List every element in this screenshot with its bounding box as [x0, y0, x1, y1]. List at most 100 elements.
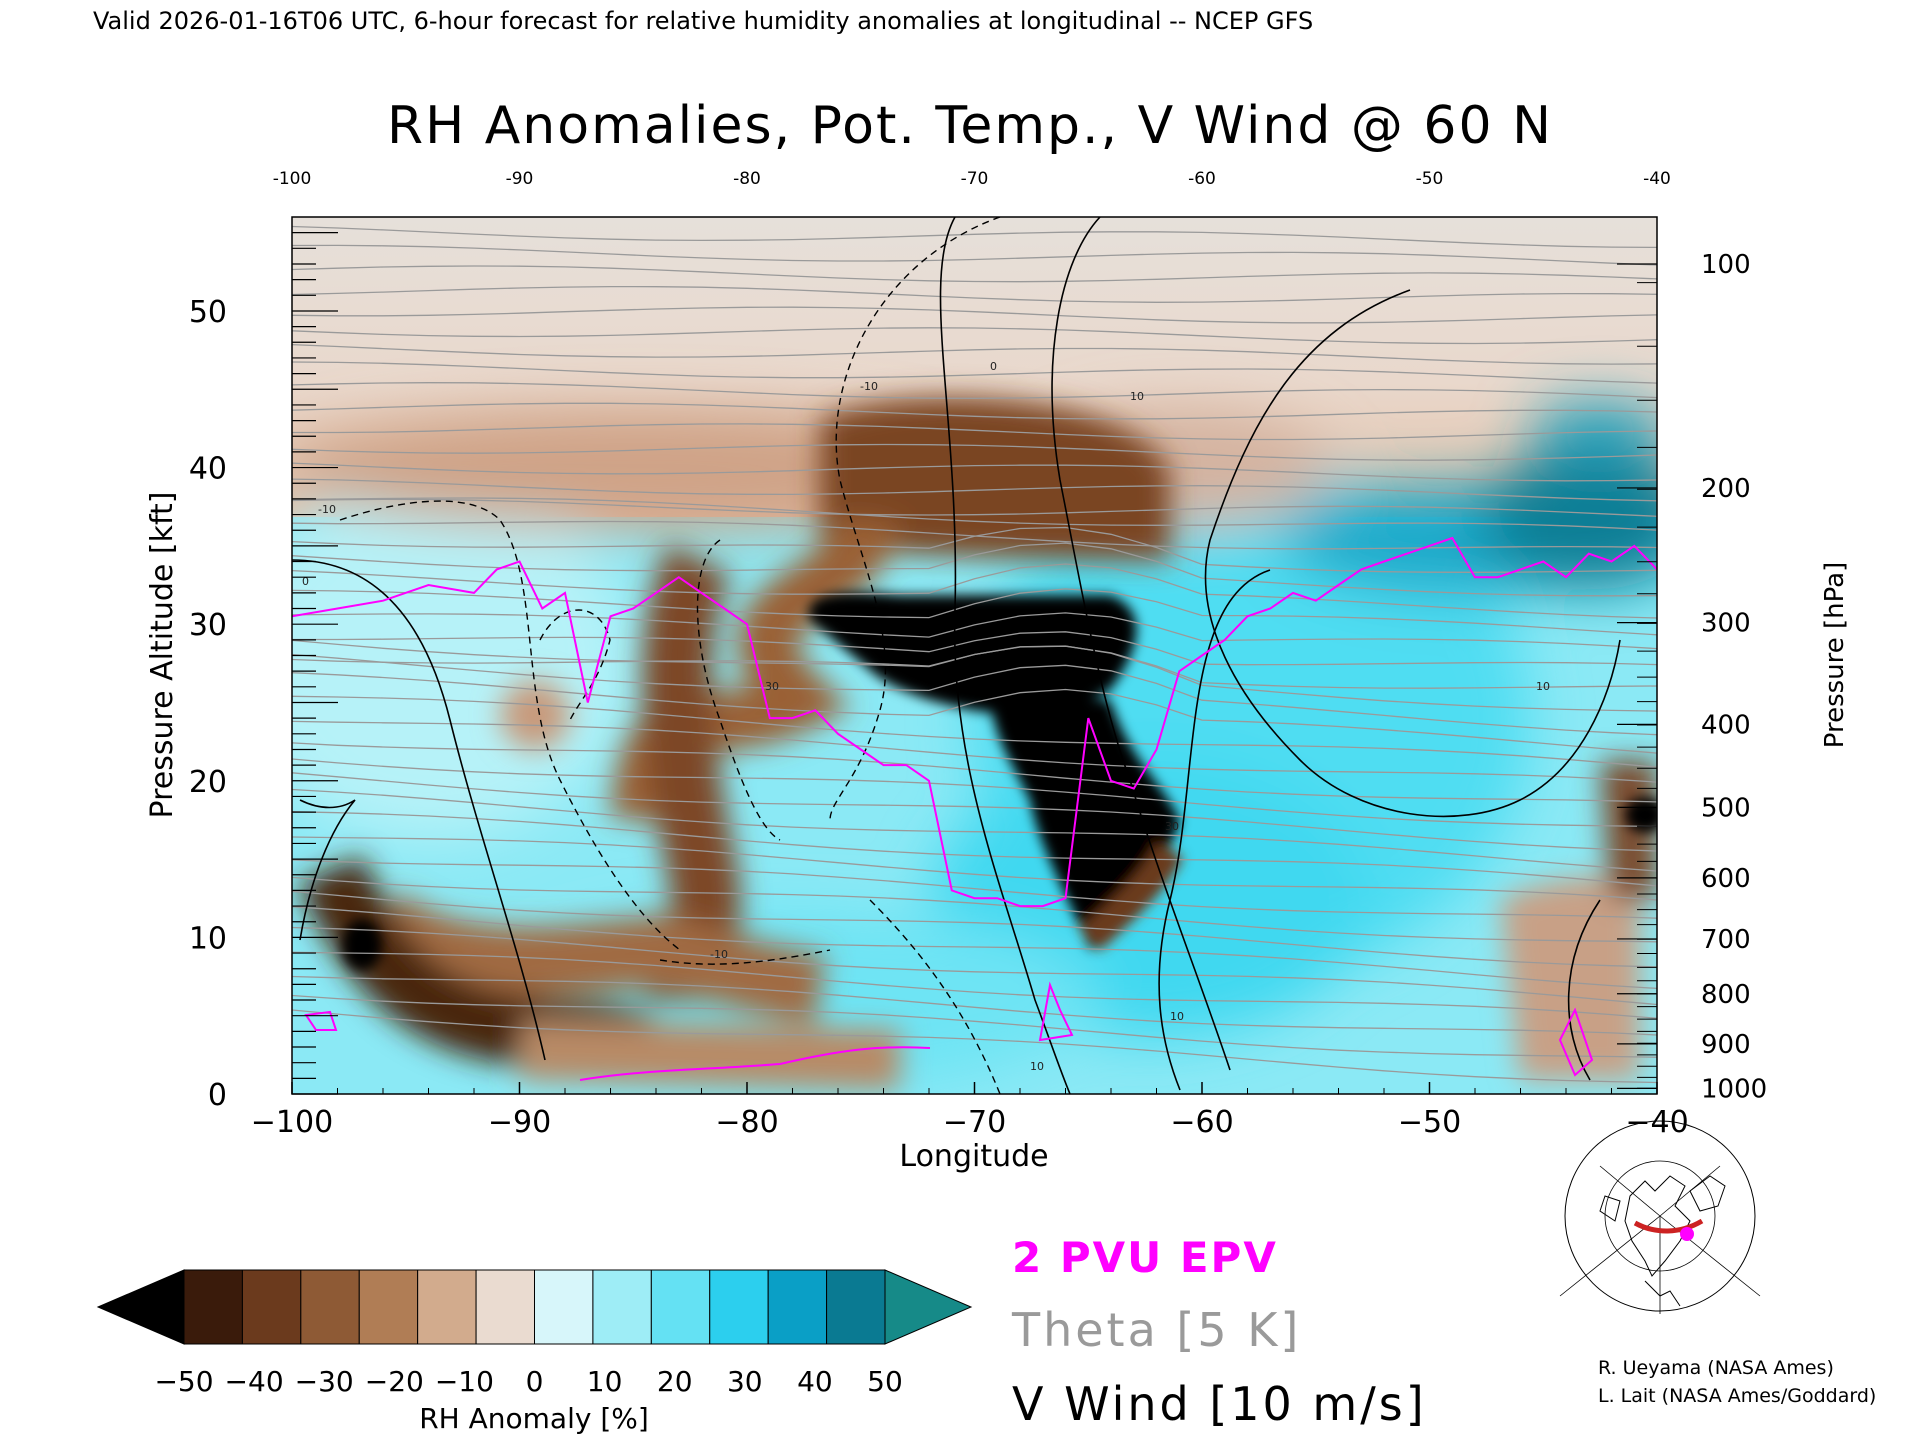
y-tick-label: 20: [189, 765, 227, 800]
v-wind-negative-contours: [339, 217, 1001, 1094]
x-top-tick-label: -60: [1188, 169, 1216, 189]
x-tick-label: −50: [1398, 1105, 1461, 1140]
theta-contour: [292, 672, 1657, 754]
epv-2pvu-contour: [1558, 1007, 1594, 1077]
location-marker: [1680, 1227, 1694, 1241]
colorbar-cell: [241, 1269, 302, 1345]
theta-contour: [292, 788, 1657, 872]
y-tick-label: 0: [208, 1078, 227, 1113]
theta-contour: [292, 563, 1657, 619]
v-wind-contour: [659, 949, 831, 965]
theta-contour: [292, 653, 1657, 736]
theta-contour: [292, 772, 1657, 852]
contour-label: 10: [1030, 1060, 1044, 1073]
x-top-tick-label: -40: [1643, 169, 1671, 189]
theta-contour: [292, 975, 1657, 1036]
v-wind-contour: [1204, 289, 1621, 818]
pressure-tick-label: 500: [1701, 793, 1751, 823]
v-wind-contour: [829, 217, 1001, 821]
pressure-tick-label: 600: [1701, 864, 1751, 894]
pressure-tick-label: 800: [1701, 980, 1751, 1010]
v-wind-contour: [299, 799, 356, 941]
epv-2pvu-contour: [579, 1046, 931, 1081]
theta-contour: [292, 402, 1657, 420]
theta-contour: [292, 695, 1657, 768]
legend-theta: Theta [5 K]: [1011, 1303, 1301, 1357]
v-wind-contour: [539, 609, 611, 721]
legend-vwind: V Wind [10 m/s]: [1012, 1377, 1427, 1431]
contour-label: 0: [302, 575, 309, 588]
v-wind-contour: [339, 500, 681, 951]
colorbar-cell: [650, 1269, 711, 1345]
theta-contour: [292, 836, 1657, 901]
contour-label: 30: [765, 680, 779, 693]
theta-contours: [292, 225, 1657, 1084]
epv-2pvu-contour: [1038, 981, 1074, 1042]
theta-contour: [292, 343, 1657, 365]
colorbar-tick-label: −20: [365, 1365, 424, 1398]
colorbar-cell: [534, 1269, 594, 1345]
theta-contour: [292, 423, 1657, 441]
contour-labels: -10 0 0 10 10 10 10 30 30 -10 -10: [302, 360, 1550, 1073]
theta-contour: [292, 498, 1657, 517]
theta-contour: [292, 478, 1657, 502]
pressure-tick-label: 900: [1701, 1030, 1751, 1060]
contour-overlays: -10 0 0 10 10 10 10 30 30 -10 -10: [292, 217, 1657, 1094]
theta-contour: [292, 225, 1657, 249]
valid-line: Valid 2026-01-16T06 UTC, 6-hour forecast…: [93, 7, 1313, 35]
colorbar-tick-label: −40: [225, 1365, 284, 1398]
theta-contour: [292, 859, 1657, 919]
theta-contour: [292, 361, 1657, 384]
colorbar-label: RH Anomaly [%]: [419, 1402, 649, 1435]
theta-contour: [292, 285, 1657, 303]
colorbar-tick-label: 10: [587, 1365, 623, 1398]
theta-contour: [292, 758, 1657, 828]
theta-contour: [292, 265, 1657, 283]
y-tick-label: 30: [189, 608, 227, 643]
contour-label: 10: [1130, 390, 1144, 403]
y-axis-label-right: Pressure [hPa]: [1820, 562, 1850, 749]
x-tick-label: −90: [488, 1105, 551, 1140]
theta-contour: [292, 876, 1657, 943]
rh-anomaly-field: [292, 217, 1657, 1094]
theta-contour: [292, 994, 1657, 1058]
theta-contour: [292, 951, 1657, 1019]
chart-title: RH Anomalies, Pot. Temp., V Wind @ 60 N: [387, 96, 1553, 156]
legend: 2 PVU EPV Theta [5 K] V Wind [10 m/s]: [1011, 1233, 1427, 1431]
pressure-tick-label: 1000: [1701, 1074, 1767, 1104]
colorbar-tick-label: 0: [526, 1365, 544, 1398]
contour-label: -10: [860, 380, 878, 393]
colorbar-cell: [592, 1269, 652, 1345]
contour-label: -10: [710, 948, 728, 961]
colorbar-tick-label: −30: [295, 1365, 354, 1398]
theta-contour: [292, 645, 1657, 689]
pressure-tick-label: 200: [1701, 474, 1751, 504]
colorbar-cell: [183, 1269, 243, 1345]
theta-contour: [292, 811, 1657, 887]
epv-2pvu-series: [292, 536, 1657, 1081]
colorbar: −50 −40 −30 −20 −10 0 10 20 30 40 50 RH Anomaly [%…: [96, 1269, 973, 1435]
colorbar-cell: [709, 1269, 769, 1345]
colorbar-cell: [826, 1269, 886, 1345]
theta-contour: [292, 443, 1657, 461]
v-wind-contour: [1051, 217, 1231, 1071]
colorbar-tick-label: 20: [657, 1365, 693, 1398]
theta-contour: [292, 906, 1657, 990]
epv-2pvu-contour: [304, 1010, 338, 1031]
x-tick-label: −70: [943, 1105, 1006, 1140]
pressure-tick-label: 700: [1701, 925, 1751, 955]
x-axis-top: -100 -90 -80 -70 -60 -50 -40: [273, 169, 1671, 189]
x-top-tick-label: -80: [733, 169, 761, 189]
colorbar-cell: [767, 1269, 828, 1345]
x-tick-label: −60: [1170, 1105, 1233, 1140]
cross-section-path: [1633, 1218, 1704, 1234]
v-wind-contour: [1158, 569, 1271, 1091]
colorbar-tick-label: 30: [727, 1365, 763, 1398]
x-top-tick-label: -70: [961, 169, 989, 189]
theta-contour: [292, 244, 1657, 266]
theta-contour: [292, 742, 1657, 803]
colorbar-arrow-high: [884, 1269, 973, 1345]
y-tick-label: 50: [189, 295, 227, 330]
theta-contour: [292, 462, 1657, 482]
